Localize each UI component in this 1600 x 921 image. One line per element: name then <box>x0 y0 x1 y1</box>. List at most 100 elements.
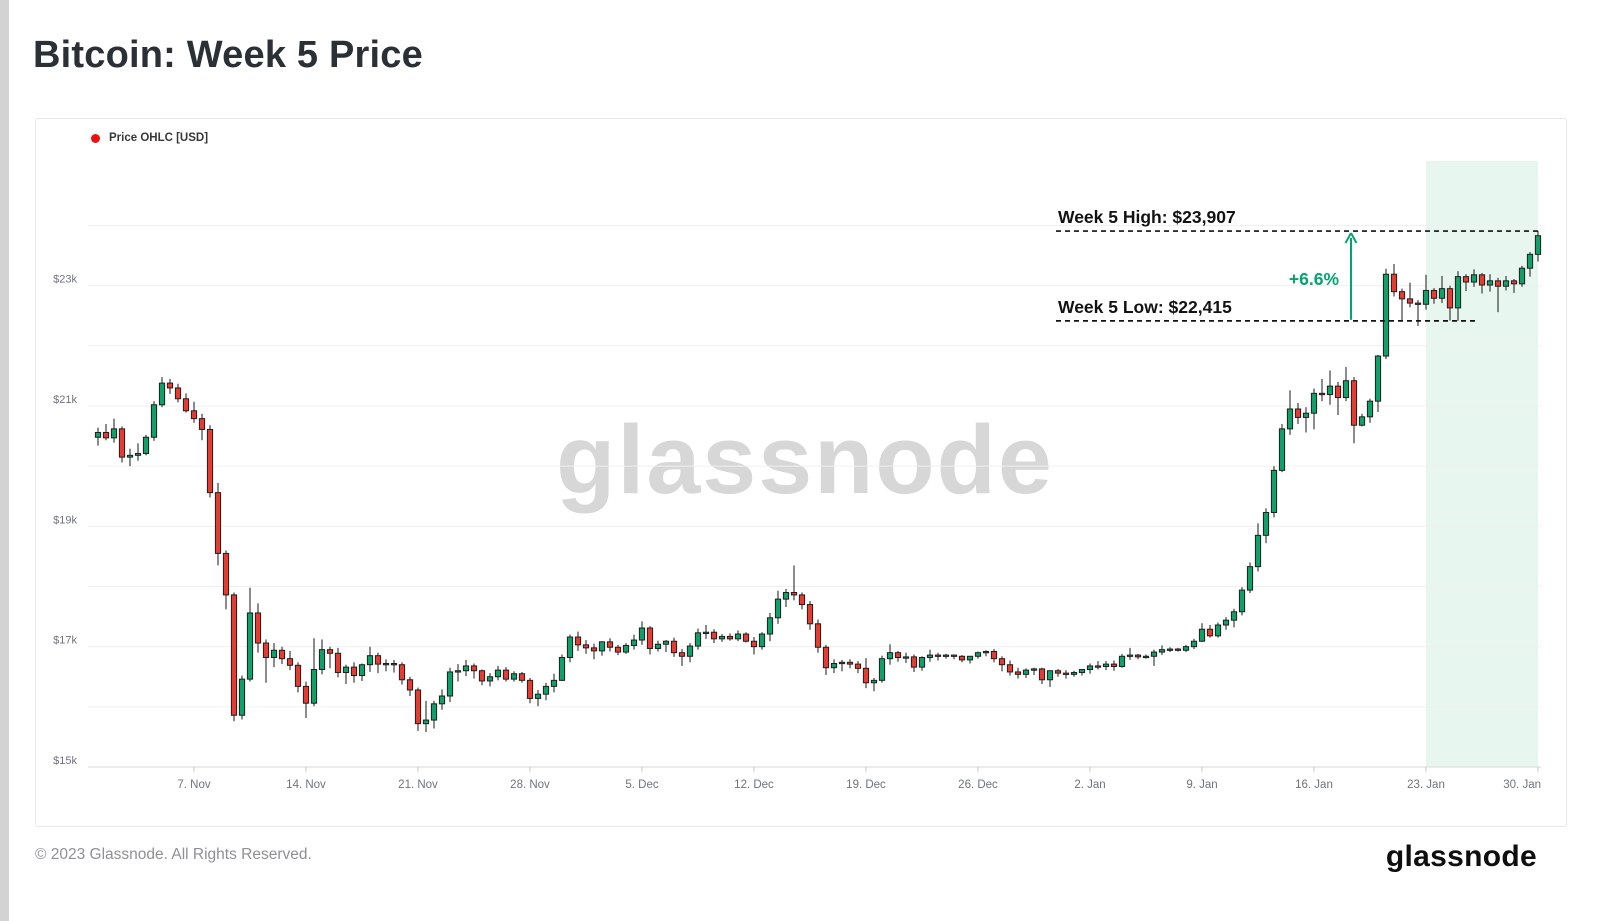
candle-down <box>326 649 334 654</box>
candle-up <box>622 644 630 653</box>
legend-item-price-ohlc[interactable]: Price OHLC [USD] <box>91 132 208 144</box>
candle-down <box>1334 385 1342 399</box>
candle-up <box>238 678 246 716</box>
week5-highlight-band <box>1426 161 1538 767</box>
candle-down <box>958 655 966 661</box>
x-axis-tick-label: 21. Nov <box>398 779 438 791</box>
candle-down <box>1350 380 1358 426</box>
candle-down <box>254 612 262 644</box>
candle-up <box>550 679 558 687</box>
candle-down <box>590 647 598 652</box>
candle-up <box>1254 534 1262 568</box>
candle-down <box>302 685 310 704</box>
candle-up <box>702 631 710 635</box>
candle-up <box>1454 276 1462 309</box>
candle-up <box>310 669 318 704</box>
candle-up <box>886 652 894 660</box>
candle-down <box>934 654 942 657</box>
candle-down <box>1390 273 1398 293</box>
candle-up <box>926 654 934 658</box>
candle-down <box>1062 672 1070 675</box>
candle-down <box>1430 289 1438 299</box>
candle-down <box>390 663 398 666</box>
x-axis-tick-label: 12. Dec <box>734 779 774 791</box>
candle-up <box>918 656 926 668</box>
glassnode-logo: glassnode <box>1385 840 1537 873</box>
candle-up <box>1486 280 1494 286</box>
candle-up <box>1022 669 1030 675</box>
x-axis-tick-label: 23. Jan <box>1407 779 1445 791</box>
candle-down <box>950 654 958 657</box>
candle-up <box>718 635 726 640</box>
candle-down <box>294 664 302 687</box>
candle-down <box>518 673 526 681</box>
candle-up <box>1230 611 1238 621</box>
up-arrow-icon <box>1344 232 1358 320</box>
candle-up <box>510 673 518 680</box>
candle-down <box>174 387 182 400</box>
candle-up <box>1070 672 1078 675</box>
price-chart-svg[interactable]: glassnode $15k $17k $19k $21k $23k 7. Nov 14.… <box>36 119 1566 826</box>
candle-up <box>1222 619 1230 626</box>
candle-down <box>230 594 238 716</box>
y-axis-tick-label: $17k <box>53 635 77 647</box>
candle-down <box>822 646 830 669</box>
candle-down <box>1406 298 1414 304</box>
chart-card: Price OHLC [USD] glassnode $15k $17k $19k $… <box>35 118 1567 827</box>
candle-up <box>1158 649 1166 653</box>
candle-down <box>190 410 198 420</box>
candle-up <box>1190 640 1198 648</box>
candle-down <box>350 666 358 677</box>
candle-up <box>1198 628 1206 642</box>
candle-down <box>262 642 270 658</box>
candle-up <box>974 652 982 657</box>
candle-down <box>910 656 918 668</box>
candle-up <box>366 655 374 666</box>
candle-up <box>1078 669 1086 674</box>
candle-down <box>1510 280 1518 285</box>
candle-down <box>1174 648 1182 651</box>
candle-down <box>182 398 190 412</box>
candle-up <box>558 656 566 681</box>
candle-down <box>1006 664 1014 673</box>
candle-up <box>494 669 502 678</box>
candle-up <box>1150 651 1158 657</box>
candle-up <box>1326 385 1334 396</box>
candle-down <box>1414 302 1422 305</box>
candle-up <box>1518 267 1526 285</box>
candle-down <box>814 623 822 648</box>
candle-up <box>542 685 550 695</box>
candle-down <box>742 633 750 642</box>
candle-up <box>110 428 118 439</box>
candle-down <box>286 658 294 666</box>
week5-low-label: Week 5 Low: $22,415 <box>1058 297 1232 317</box>
candle-up <box>246 612 254 680</box>
candle-up <box>1382 273 1390 357</box>
candle-down <box>606 641 614 648</box>
candle-down <box>710 631 718 640</box>
candle-down <box>1110 663 1118 668</box>
x-axis-tick-label: 26. Dec <box>958 779 998 791</box>
candle-down <box>406 679 414 691</box>
x-axis-tick-label: 30. Jan <box>1503 779 1541 791</box>
candle-up <box>1286 408 1294 430</box>
candle-up <box>782 592 790 600</box>
candle-down <box>678 652 686 657</box>
candle-down <box>278 649 286 660</box>
candle-down <box>414 689 422 725</box>
candle-down <box>846 661 854 665</box>
candle-down <box>1094 665 1102 668</box>
candle-up <box>1086 665 1094 671</box>
candle-up <box>1118 655 1126 668</box>
candle-down <box>374 655 382 665</box>
candle-up <box>694 632 702 647</box>
candle-down <box>1494 280 1502 287</box>
x-axis-tick-label: 19. Dec <box>846 779 886 791</box>
candle-up <box>878 658 886 681</box>
candle-down <box>1478 274 1486 286</box>
candle-up <box>766 617 774 635</box>
legend-dot-icon <box>91 133 100 143</box>
candle-down <box>582 644 590 649</box>
candle-up <box>1246 566 1254 591</box>
